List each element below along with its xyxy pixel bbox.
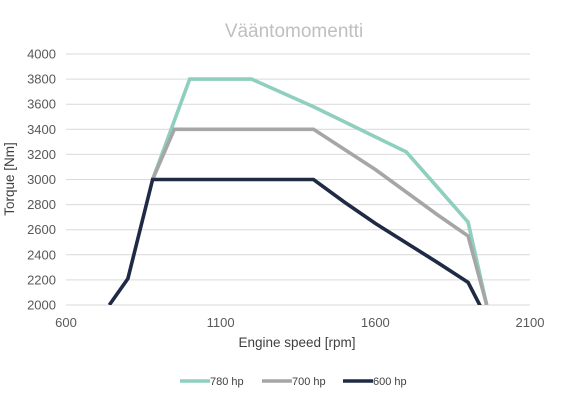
x-tick-label: 1100 [207,315,235,330]
x-tick-label: 600 [55,315,77,330]
x-axis-ticks: 600 1100 1600 2100 [55,315,544,330]
y-tick-label: 3600 [27,97,56,112]
y-tick-label: 2200 [27,272,56,287]
series-line-600-hp [107,177,482,305]
y-tick-label: 3800 [27,72,56,87]
y-axis-title: Torque [Nm] [2,142,17,216]
y-tick-label: 3000 [27,172,56,187]
legend-label: 600 hp [373,376,407,388]
series-line-700-hp [150,127,489,305]
y-tick-label: 2400 [27,247,56,262]
y-tick-label: 3200 [27,147,56,162]
y-tick-label: 2000 [27,298,56,313]
x-axis-title: Engine speed [rpm] [238,335,355,350]
y-axis-ticks: 2000 2200 2400 2600 2800 3000 3200 3400 3600 3800… [27,47,56,313]
x-tick-label: 1600 [361,315,390,330]
chart-title: Vääntomomentti [225,21,363,42]
y-tick-label: 2800 [27,197,56,212]
x-tick-label: 2100 [516,315,545,330]
y-tick-label: 3400 [27,122,56,137]
series-line-780-hp [150,77,489,305]
legend-label: 780 hp [210,376,244,388]
legend-label: 700 hp [292,376,326,388]
legend: 780 hp 700 hp 600 hp [180,376,407,388]
y-tick-label: 2600 [27,222,56,237]
y-tick-label: 4000 [27,47,56,62]
series-lines [107,77,489,305]
